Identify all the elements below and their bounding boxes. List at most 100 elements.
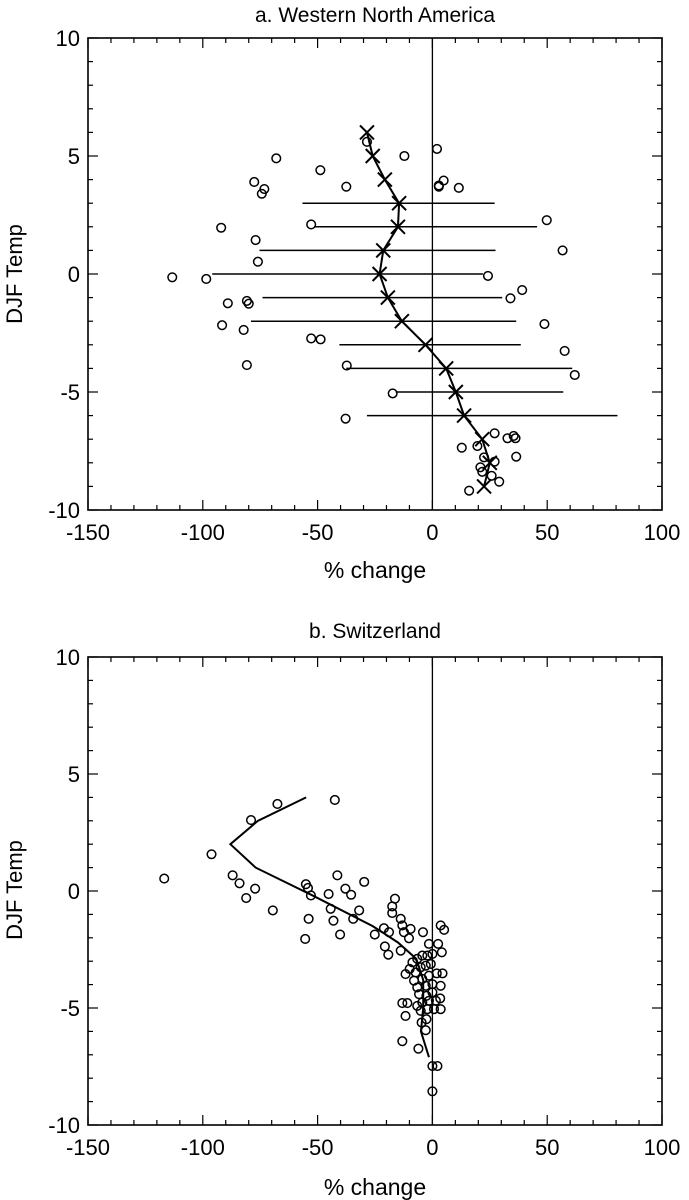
y-tick-label: 10 (56, 26, 80, 51)
x-tick-label: -150 (66, 520, 110, 545)
data-point (369, 929, 380, 940)
mean-marker-x (375, 242, 391, 259)
data-point (249, 176, 260, 188)
data-point (387, 907, 398, 919)
data-point (415, 1005, 426, 1016)
data-point (397, 920, 408, 931)
data-point (250, 883, 261, 894)
mean-marker-x (474, 431, 490, 447)
panel-a-ylabel: DJF Temp (2, 224, 27, 324)
panel-a-title: a. Western North America (255, 4, 495, 27)
data-point (403, 933, 415, 944)
data-point (346, 889, 357, 900)
panel-b-switzerland: b. Switzerland % change DJF Temp -150 -10… (2, 620, 680, 1200)
data-point (472, 440, 483, 452)
mean-marker-x (377, 171, 393, 188)
y-tick-label: 0 (68, 879, 80, 904)
data-point (422, 950, 433, 961)
data-point (241, 892, 252, 904)
data-point (354, 905, 365, 916)
data-point (300, 933, 311, 945)
data-point (332, 870, 343, 881)
data-point (387, 388, 398, 399)
mean-marker-x (417, 337, 434, 353)
data-point (397, 1036, 408, 1047)
data-point (456, 442, 467, 453)
data-point (272, 798, 283, 810)
panel-a-western-north-america: a. Western North America % change DJF Te… (2, 4, 680, 583)
data-point (569, 369, 580, 381)
data-point (489, 428, 500, 439)
y-tick-label: -5 (60, 380, 80, 405)
x-tick-label: 50 (535, 1135, 559, 1160)
data-point (306, 333, 317, 344)
data-point (359, 876, 370, 887)
x-tick-label: 50 (535, 520, 559, 545)
data-point (243, 298, 254, 309)
data-point (400, 1010, 411, 1022)
x-tick-label: 0 (426, 1135, 438, 1160)
data-point (435, 1004, 446, 1015)
data-point (323, 888, 334, 900)
data-point (433, 938, 444, 949)
data-point (227, 870, 238, 881)
data-point (435, 980, 446, 991)
x-tick-label: -50 (302, 520, 334, 545)
data-point (420, 1025, 431, 1036)
mean-marker-x (476, 478, 492, 495)
data-point (494, 476, 505, 487)
mean-marker-x (364, 148, 381, 164)
data-point (438, 175, 449, 186)
x-tick-label: 100 (644, 520, 681, 545)
x-tick-label: -100 (181, 1135, 225, 1160)
data-point (335, 929, 346, 940)
data-point (427, 948, 438, 959)
plot-frame (87, 656, 663, 1126)
mean-marker-x (394, 313, 410, 329)
x-tick-label: -100 (181, 520, 225, 545)
data-point (340, 883, 351, 894)
data-point (206, 849, 217, 860)
data-point (383, 949, 394, 960)
data-point (341, 181, 352, 192)
data-point (250, 234, 261, 246)
mean-line (365, 132, 491, 487)
data-point (387, 901, 398, 912)
mean-line (228, 796, 430, 1058)
data-point (559, 345, 570, 356)
data-point (256, 188, 267, 199)
data-point (437, 968, 448, 979)
mean-marker-x (359, 124, 375, 141)
data-point (395, 913, 406, 924)
data-point (541, 215, 552, 226)
data-point (420, 980, 431, 991)
mean-marker-x (391, 195, 407, 211)
data-point (379, 941, 390, 952)
data-point (405, 923, 416, 934)
data-point (510, 433, 521, 444)
data-point (417, 950, 428, 961)
data-point (305, 890, 316, 901)
y-tick-label: 5 (68, 762, 80, 787)
data-point (427, 1086, 438, 1097)
data-point (464, 485, 475, 496)
data-point (315, 165, 326, 176)
data-point (159, 873, 170, 884)
x-tick-label: -150 (66, 1135, 110, 1160)
data-point (328, 915, 339, 926)
data-point (241, 360, 252, 371)
mean-marker-x (438, 360, 454, 377)
data-point (329, 794, 340, 806)
mean-marker-x (380, 289, 396, 306)
data-point (238, 324, 249, 335)
x-tick-label: 100 (644, 1135, 681, 1160)
y-tick-label: 0 (68, 262, 80, 287)
panel-b-ylabel: DJF Temp (2, 840, 27, 940)
data-point (241, 295, 252, 306)
data-point (271, 153, 282, 164)
data-point (431, 143, 443, 154)
y-tick-label: 10 (56, 645, 80, 670)
data-point (427, 1060, 438, 1072)
y-tick-label: 5 (68, 144, 80, 169)
data-point (400, 969, 411, 980)
